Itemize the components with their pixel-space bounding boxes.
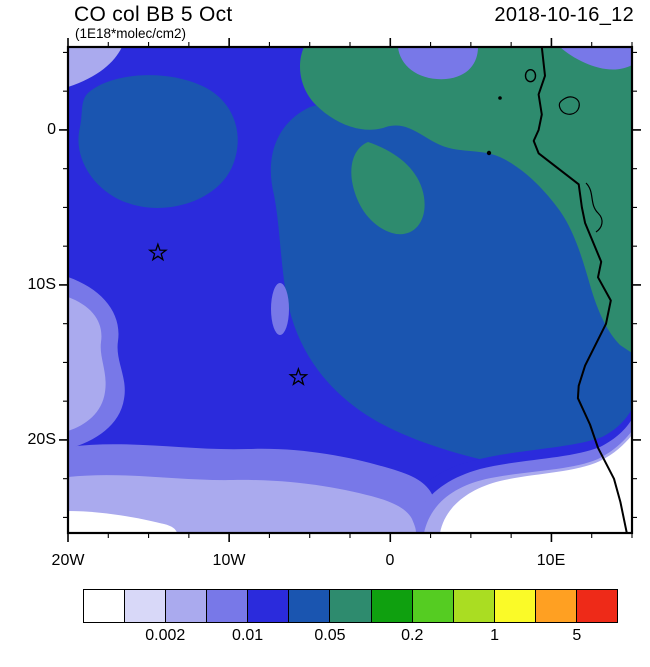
colorbar-cell-5 bbox=[288, 590, 330, 622]
contour-region-bottomleft-white bbox=[68, 511, 177, 533]
star-marker-ascension bbox=[147, 242, 168, 262]
contour-region-bottomright-white bbox=[440, 435, 632, 533]
map-frame bbox=[66, 45, 634, 535]
colorbar-cell-11 bbox=[534, 590, 576, 622]
colorbar-cell-4 bbox=[247, 590, 289, 622]
colorbar-label-1: 1 bbox=[490, 627, 499, 644]
colorbar-label-0.01: 0.01 bbox=[232, 627, 264, 644]
contour-region-topright-corner-pale bbox=[560, 47, 632, 70]
colorbar-cell-0 bbox=[84, 590, 125, 622]
colorbar-cell-10 bbox=[493, 590, 535, 622]
colorbar-cell-6 bbox=[329, 590, 371, 622]
map-plot bbox=[59, 38, 641, 542]
colorbar-label-0.002: 0.002 bbox=[145, 627, 186, 644]
plot-timestamp: 2018-10-16_12 bbox=[494, 4, 634, 26]
point-marker-dot bbox=[486, 150, 492, 156]
y-tick-label-20s: 20S bbox=[27, 431, 56, 448]
map-area bbox=[58, 37, 642, 543]
river-outline bbox=[585, 182, 603, 233]
contour-region-upperleft-0.02-0.05 bbox=[78, 75, 238, 208]
colorbar-cell-9 bbox=[452, 590, 494, 622]
contour-region-topleft-corner-pale bbox=[68, 47, 122, 87]
y-tick-label-10s: 10S bbox=[27, 276, 56, 293]
colorbar-label-0.2: 0.2 bbox=[401, 627, 424, 644]
x-tick-label-0: 0 bbox=[385, 552, 395, 569]
point-marker-dot bbox=[498, 96, 502, 100]
x-tick-label-10w: 10W bbox=[212, 552, 246, 569]
contour-fill-layer bbox=[68, 47, 632, 533]
plot-title: CO col BB 5 Oct bbox=[74, 3, 233, 26]
colorbar bbox=[83, 589, 618, 623]
contour-region-top-notch-pale bbox=[398, 47, 478, 80]
contour-region-south-band-0.002-0.005 bbox=[68, 475, 416, 533]
colorbar-cell-8 bbox=[411, 590, 453, 622]
island-outline bbox=[524, 69, 537, 83]
colorbar-label-0.05: 0.05 bbox=[314, 627, 346, 644]
inland-water-outline bbox=[558, 96, 580, 115]
colorbar-labels: 0.002 0.01 0.05 0.2 1 5 bbox=[83, 627, 618, 647]
colorbar-cell-12 bbox=[575, 590, 618, 622]
colorbar-cell-7 bbox=[370, 590, 412, 622]
colorbar-cell-1 bbox=[124, 590, 166, 622]
contour-region-green-tongue-0.05-0.1 bbox=[351, 142, 425, 235]
y-tick-label-0: 0 bbox=[47, 121, 56, 138]
plot-units-subtitle: (1E18*molec/cm2) bbox=[75, 26, 187, 41]
contour-region-left-edge-0.002-0.005 bbox=[68, 297, 106, 431]
x-tick-label-10e: 10E bbox=[536, 552, 566, 569]
colorbar-cell-2 bbox=[165, 590, 207, 622]
x-tick-label-20w: 20W bbox=[51, 552, 85, 569]
contour-region-gulf-of-guinea-0.05-0.1 bbox=[300, 47, 632, 353]
colorbar-cell-3 bbox=[206, 590, 248, 622]
colorbar-label-5: 5 bbox=[572, 627, 582, 644]
contour-region-center-sliver bbox=[271, 283, 289, 335]
star-marker-sthelena bbox=[288, 366, 309, 386]
africa-coastline bbox=[532, 47, 628, 533]
